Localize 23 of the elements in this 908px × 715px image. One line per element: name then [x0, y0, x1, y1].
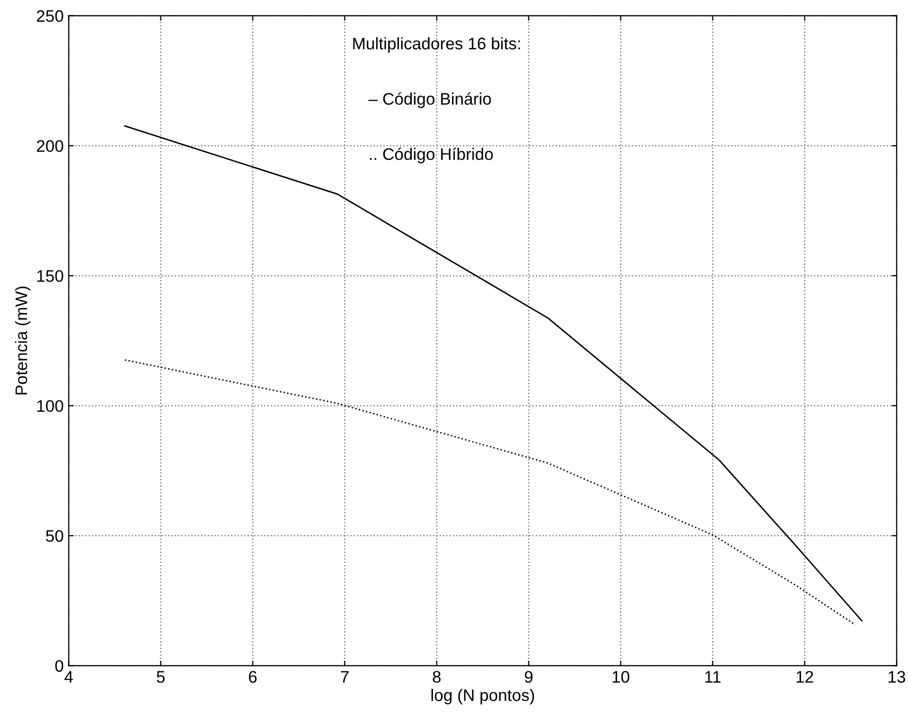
- x-tick-label: 10: [612, 670, 630, 683]
- annotation: Multiplicadores 16 bits:: [353, 37, 520, 53]
- x-tick-label: 8: [432, 670, 441, 683]
- y-axis-title: Potencia (mW): [14, 286, 31, 394]
- x-tick-label: 9: [524, 670, 533, 683]
- x-tick-label: 12: [796, 670, 814, 683]
- x-axis-title: log (N pontos): [431, 688, 534, 704]
- x-tick-label: 4: [64, 671, 73, 683]
- line-series: [124, 125, 862, 622]
- y-tick-label: 250: [36, 10, 64, 22]
- annotation: – Código Binário: [368, 92, 491, 108]
- annotation: .. Código Híbrido: [370, 148, 493, 164]
- y-tick-label: 200: [36, 140, 64, 152]
- y-tick-label: 100: [37, 400, 64, 412]
- y-tick-label: 0: [55, 660, 64, 672]
- x-tick-label: 7: [340, 671, 349, 683]
- y-tick-label: 150: [37, 270, 64, 282]
- x-tick-label: 6: [248, 670, 257, 683]
- y-tick-label: 50: [46, 530, 64, 542]
- x-tick-label: 11: [705, 671, 721, 683]
- x-tick-label: 13: [888, 670, 906, 683]
- line-series: [124, 359, 856, 626]
- x-tick-label: 5: [156, 671, 165, 683]
